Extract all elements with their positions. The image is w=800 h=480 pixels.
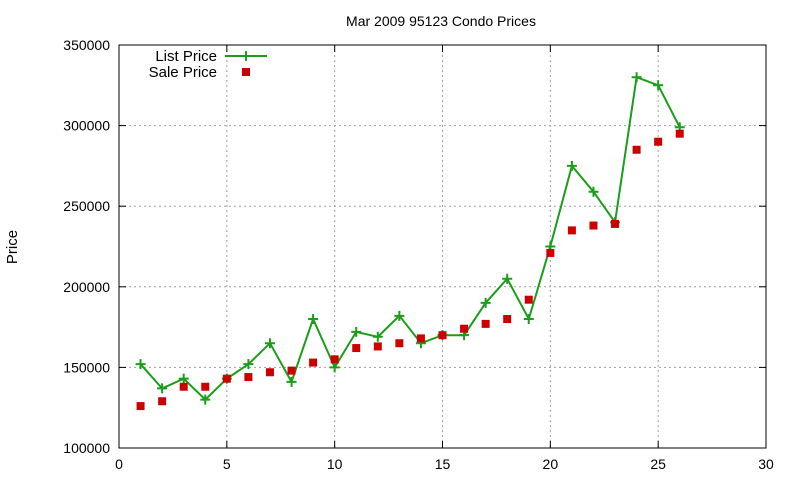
legend-key-list-price-marker (241, 51, 251, 61)
sale-price-point (438, 331, 447, 340)
sale-price-point (136, 402, 145, 411)
list-price-point (523, 314, 534, 325)
sale-price-point (654, 137, 663, 146)
legend-key-sale-price-marker (242, 68, 250, 76)
sale-price-point (309, 358, 318, 367)
sale-price-point (222, 374, 231, 383)
list-price-point (372, 331, 383, 342)
sale-price-point (352, 344, 361, 353)
sale-price-point (179, 382, 188, 391)
sale-price-point (460, 324, 469, 333)
sale-price-point (416, 334, 425, 343)
chart-title: Mar 2009 95123 Condo Prices (346, 13, 536, 29)
sale-price-point (201, 382, 210, 391)
list-price-point (286, 376, 297, 387)
y-tick-label: 350000 (63, 37, 110, 53)
list-price-point (631, 72, 642, 83)
sale-price-point (287, 366, 296, 375)
sale-price-point (158, 397, 167, 406)
sale-price-point (611, 219, 620, 228)
list-price-point (200, 394, 211, 405)
sale-price-point (330, 355, 339, 364)
x-tick-label: 25 (650, 456, 666, 472)
list-price-point (480, 297, 491, 308)
list-price-point (135, 359, 146, 370)
sale-price-point (395, 339, 404, 348)
list-price-point (653, 80, 664, 91)
sale-price-point (546, 248, 555, 257)
sale-price-point (503, 315, 512, 324)
legend: List Price Sale Price (149, 48, 267, 81)
sale-price-point (373, 342, 382, 351)
sale-price-point (589, 221, 598, 230)
legend-label-list-price: List Price (155, 48, 217, 65)
list-price-point (157, 383, 168, 394)
y-axis-label: Price (4, 230, 21, 264)
x-tick-label: 30 (758, 456, 774, 472)
sale-price-point (481, 319, 490, 328)
list-price-point (588, 186, 599, 197)
sale-price-point (567, 226, 576, 235)
sale-price-point (265, 368, 274, 377)
list-price-point (243, 359, 254, 370)
x-tick-label: 20 (543, 456, 559, 472)
sale-price-point (244, 373, 253, 382)
sale-price-point (524, 295, 533, 304)
list-price-point (264, 338, 275, 349)
sale-price-point (675, 129, 684, 138)
sale-price-point (632, 145, 641, 154)
list-price-point (178, 373, 189, 384)
y-tick-label: 100000 (63, 440, 110, 456)
x-tick-label: 15 (435, 456, 451, 472)
x-tick-label: 0 (115, 456, 123, 472)
list-price-point (308, 314, 319, 325)
x-tick-label: 10 (327, 456, 343, 472)
y-tick-label: 300000 (63, 118, 110, 134)
list-price-point (329, 362, 340, 373)
y-tick-label: 200000 (63, 279, 110, 295)
y-tick-label: 250000 (63, 198, 110, 214)
plot-frame (118, 44, 767, 449)
list-price-point (502, 273, 513, 284)
list-price-point (566, 160, 577, 171)
series-layer (135, 72, 685, 411)
legend-label-sale-price: Sale Price (149, 64, 217, 81)
y-tick-label: 150000 (63, 359, 110, 375)
list-price-point (351, 326, 362, 337)
list-price-point (394, 310, 405, 321)
x-tick-label: 5 (223, 456, 231, 472)
